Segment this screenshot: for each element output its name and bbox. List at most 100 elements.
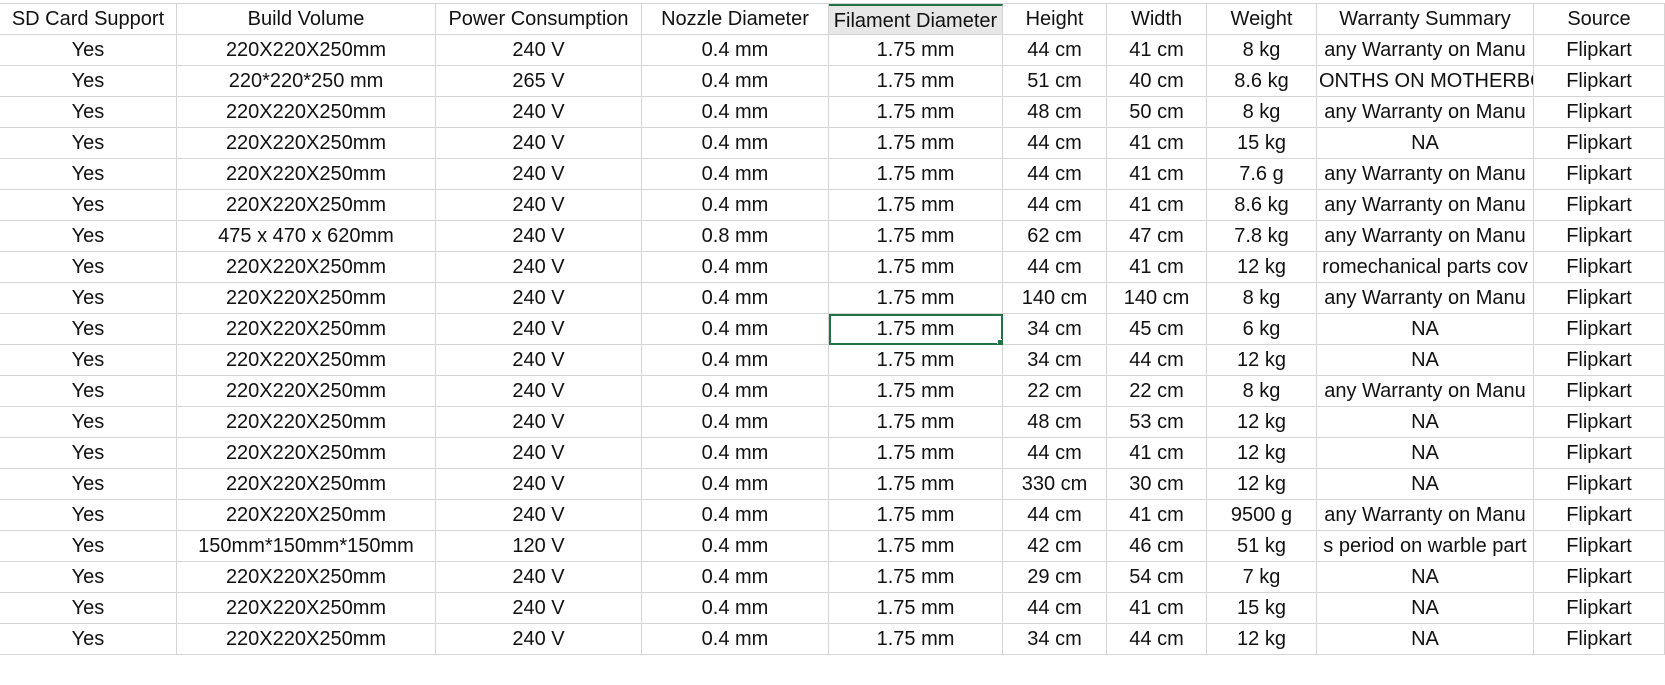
header-cell[interactable]: Power Consumption	[436, 4, 642, 35]
table-cell[interactable]: 1.75 mm	[829, 252, 1003, 283]
table-cell[interactable]: 240 V	[436, 593, 642, 624]
table-cell[interactable]: Yes	[0, 469, 177, 500]
header-cell[interactable]: Width	[1107, 4, 1207, 35]
table-cell[interactable]: Yes	[0, 97, 177, 128]
table-cell[interactable]: 44 cm	[1003, 593, 1107, 624]
header-cell[interactable]: Weight	[1207, 4, 1317, 35]
table-cell[interactable]: 220X220X250mm	[177, 345, 436, 376]
table-cell[interactable]: 0.4 mm	[642, 35, 829, 66]
table-cell[interactable]: any Warranty on Manu	[1317, 190, 1534, 221]
table-cell[interactable]: NA	[1317, 128, 1534, 159]
table-cell[interactable]: 1.75 mm	[829, 438, 1003, 469]
table-cell[interactable]: 6 kg	[1207, 314, 1317, 345]
table-cell[interactable]: 15 kg	[1207, 128, 1317, 159]
table-cell[interactable]: 240 V	[436, 159, 642, 190]
table-cell[interactable]: Yes	[0, 159, 177, 190]
table-cell[interactable]: 51 cm	[1003, 66, 1107, 97]
table-cell[interactable]: 0.4 mm	[642, 376, 829, 407]
table-cell[interactable]: 220X220X250mm	[177, 252, 436, 283]
table-cell[interactable]: Flipkart	[1534, 283, 1665, 314]
table-cell[interactable]: Yes	[0, 128, 177, 159]
table-cell[interactable]: 220X220X250mm	[177, 562, 436, 593]
header-cell[interactable]: Filament Diameter	[829, 4, 1003, 35]
table-cell[interactable]: 34 cm	[1003, 345, 1107, 376]
table-cell[interactable]: Flipkart	[1534, 407, 1665, 438]
table-cell[interactable]: 1.75 mm	[829, 376, 1003, 407]
table-cell[interactable]: 1.75 mm	[829, 593, 1003, 624]
table-cell[interactable]: 220X220X250mm	[177, 407, 436, 438]
table-cell[interactable]: 41 cm	[1107, 128, 1207, 159]
header-cell[interactable]: Source	[1534, 4, 1665, 35]
table-cell[interactable]: Flipkart	[1534, 438, 1665, 469]
table-cell[interactable]: 0.4 mm	[642, 593, 829, 624]
table-cell[interactable]: 44 cm	[1003, 500, 1107, 531]
table-cell[interactable]: Yes	[0, 500, 177, 531]
table-cell[interactable]: 140 cm	[1003, 283, 1107, 314]
table-cell[interactable]: 0.4 mm	[642, 500, 829, 531]
table-cell[interactable]: Flipkart	[1534, 345, 1665, 376]
table-cell[interactable]: s period on warble part	[1317, 531, 1534, 562]
table-cell[interactable]: 12 kg	[1207, 438, 1317, 469]
table-cell[interactable]: 41 cm	[1107, 438, 1207, 469]
table-cell[interactable]: 240 V	[436, 438, 642, 469]
table-cell[interactable]: 220X220X250mm	[177, 438, 436, 469]
table-cell[interactable]: 41 cm	[1107, 593, 1207, 624]
table-cell[interactable]: 240 V	[436, 283, 642, 314]
table-cell[interactable]: 12 kg	[1207, 407, 1317, 438]
table-cell[interactable]: Yes	[0, 407, 177, 438]
table-cell[interactable]: 12 kg	[1207, 469, 1317, 500]
table-cell[interactable]: 0.4 mm	[642, 469, 829, 500]
table-cell[interactable]: 240 V	[436, 469, 642, 500]
table-cell[interactable]: 220X220X250mm	[177, 97, 436, 128]
table-cell[interactable]: any Warranty on Manu	[1317, 35, 1534, 66]
table-cell[interactable]: Flipkart	[1534, 221, 1665, 252]
table-cell[interactable]: 41 cm	[1107, 190, 1207, 221]
table-cell[interactable]: Flipkart	[1534, 531, 1665, 562]
table-cell[interactable]: 7 kg	[1207, 562, 1317, 593]
table-cell[interactable]: 22 cm	[1107, 376, 1207, 407]
table-cell[interactable]: 8 kg	[1207, 283, 1317, 314]
table-cell[interactable]: 0.4 mm	[642, 283, 829, 314]
table-cell[interactable]: 7.8 kg	[1207, 221, 1317, 252]
table-cell[interactable]: 1.75 mm	[829, 66, 1003, 97]
table-cell[interactable]: Flipkart	[1534, 252, 1665, 283]
table-cell[interactable]: NA	[1317, 407, 1534, 438]
table-cell[interactable]: Yes	[0, 66, 177, 97]
table-cell[interactable]: 50 cm	[1107, 97, 1207, 128]
table-cell[interactable]: Yes	[0, 314, 177, 345]
table-cell[interactable]: 1.75 mm	[829, 531, 1003, 562]
selected-cell[interactable]: 1.75 mm	[829, 314, 1003, 345]
table-cell[interactable]: ONTHS ON MOTHERBO	[1317, 66, 1534, 97]
header-cell[interactable]: SD Card Support	[0, 4, 177, 35]
table-cell[interactable]: 40 cm	[1107, 66, 1207, 97]
table-cell[interactable]: 29 cm	[1003, 562, 1107, 593]
table-cell[interactable]: 42 cm	[1003, 531, 1107, 562]
table-cell[interactable]: Flipkart	[1534, 469, 1665, 500]
table-cell[interactable]: 240 V	[436, 221, 642, 252]
table-cell[interactable]: NA	[1317, 469, 1534, 500]
table-cell[interactable]: 220X220X250mm	[177, 624, 436, 655]
table-cell[interactable]: 1.75 mm	[829, 345, 1003, 376]
table-cell[interactable]: 1.75 mm	[829, 283, 1003, 314]
table-cell[interactable]: 48 cm	[1003, 407, 1107, 438]
table-cell[interactable]: Flipkart	[1534, 35, 1665, 66]
table-cell[interactable]: 0.4 mm	[642, 159, 829, 190]
table-cell[interactable]: 48 cm	[1003, 97, 1107, 128]
table-cell[interactable]: Flipkart	[1534, 624, 1665, 655]
header-cell[interactable]: Nozzle Diameter	[642, 4, 829, 35]
table-cell[interactable]: NA	[1317, 624, 1534, 655]
table-cell[interactable]: 240 V	[436, 345, 642, 376]
table-cell[interactable]: 120 V	[436, 531, 642, 562]
table-cell[interactable]: 53 cm	[1107, 407, 1207, 438]
table-cell[interactable]: 1.75 mm	[829, 562, 1003, 593]
header-cell[interactable]: Height	[1003, 4, 1107, 35]
table-cell[interactable]: 220X220X250mm	[177, 159, 436, 190]
table-cell[interactable]: NA	[1317, 593, 1534, 624]
table-cell[interactable]: 41 cm	[1107, 500, 1207, 531]
table-cell[interactable]: 220X220X250mm	[177, 593, 436, 624]
table-cell[interactable]: 0.4 mm	[642, 314, 829, 345]
table-cell[interactable]: 220X220X250mm	[177, 128, 436, 159]
table-cell[interactable]: 44 cm	[1003, 159, 1107, 190]
table-cell[interactable]: Yes	[0, 624, 177, 655]
table-cell[interactable]: 44 cm	[1003, 190, 1107, 221]
